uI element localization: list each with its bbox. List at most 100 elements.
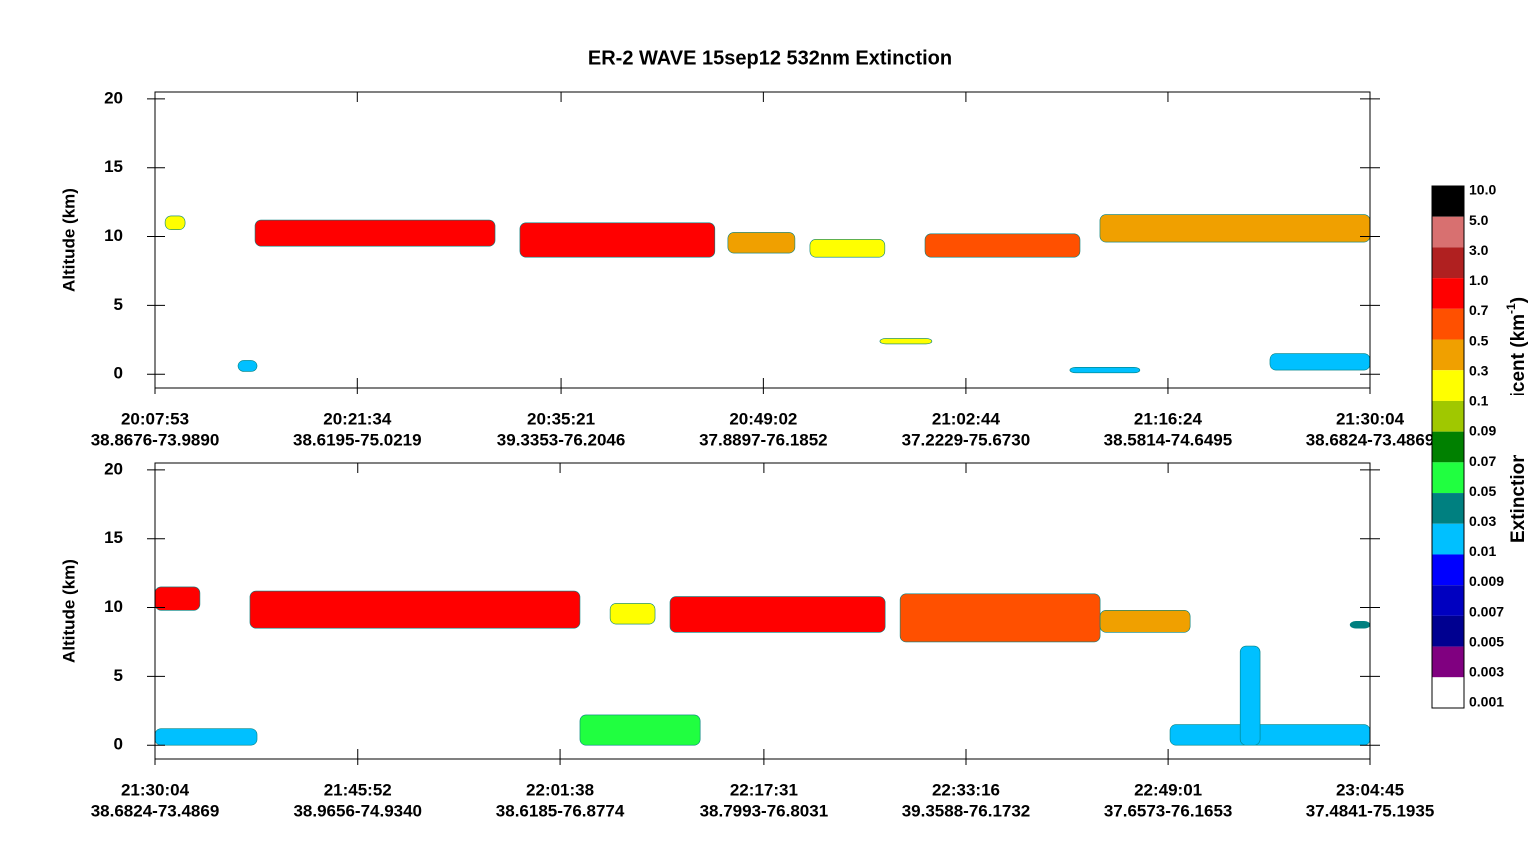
colorbar-tick-label: 0.7: [1469, 302, 1489, 318]
y-tick-label: 0: [114, 364, 123, 383]
colorbar-box: [1432, 278, 1464, 309]
colorbar-box: [1432, 431, 1464, 463]
extinction-layer: [924, 233, 1081, 258]
x-tick-label: 22:01:38: [526, 780, 594, 799]
x-tick-label: 20:49:02: [729, 409, 797, 428]
x-tick-sublabel: 38.9656-74.9340: [293, 801, 422, 820]
colorbar-box: [1432, 554, 1464, 586]
extinction-layer: [1269, 353, 1371, 371]
extinction-layer: [519, 222, 716, 258]
colorbar-tick-label: 0.07: [1469, 453, 1496, 469]
colorbar-tick-label: 0.01: [1469, 543, 1496, 559]
x-tick-label: 22:33:16: [932, 780, 1000, 799]
x-tick-sublabel: 38.6195-75.0219: [293, 430, 422, 449]
colorbar-tick-label: 0.001: [1469, 694, 1504, 710]
colorbar-tick-label: 0.1: [1469, 393, 1489, 409]
extinction-layer: [609, 603, 656, 625]
plot-frame: [154, 462, 1371, 760]
extinction-layer: [1169, 724, 1371, 746]
colorbar-frame: [1431, 185, 1465, 709]
y-tick-label: 20: [104, 459, 123, 478]
extinction-layer: [809, 239, 886, 258]
colorbar-tick-label: 0.003: [1469, 664, 1504, 680]
x-tick-sublabel: 38.5814-74.6495: [1104, 430, 1233, 449]
colorbar-label-sup: -1: [1504, 303, 1518, 314]
colorbar-box: [1432, 370, 1464, 401]
extinction-layer: [727, 232, 796, 254]
y-axis-label: Altitude (km): [59, 559, 78, 663]
colorbar-tick-label: 0.009: [1469, 573, 1504, 589]
extinction-layer: [1239, 645, 1261, 746]
x-tick-label: 22:17:31: [730, 780, 798, 799]
colorbar-tick-label: 0.005: [1469, 633, 1504, 649]
colorbar-box: [1432, 308, 1464, 340]
x-tick-label: 20:07:53: [121, 409, 189, 428]
colorbar-tick-label: 0.05: [1469, 483, 1496, 499]
extinction-layer: [164, 215, 186, 230]
x-tick-sublabel: 39.3353-76.2046: [497, 430, 626, 449]
colorbar-box: [1432, 493, 1464, 524]
colorbar-box: [1432, 400, 1464, 432]
x-tick-label: 23:04:45: [1336, 780, 1404, 799]
extinction-layer: [1069, 367, 1141, 374]
colorbar-tick-label: 0.09: [1469, 423, 1496, 439]
colorbar-box: [1432, 216, 1464, 248]
x-tick-sublabel: 37.8897-76.1852: [699, 430, 828, 449]
colorbar-box: [1432, 677, 1464, 708]
x-tick-sublabel: 39.3588-76.1732: [902, 801, 1031, 820]
colorbar-tick-label: 0.03: [1469, 513, 1496, 529]
colorbar-box: [1432, 646, 1464, 678]
y-tick-label: 0: [114, 735, 123, 754]
y-tick-label: 10: [104, 597, 123, 616]
x-tick-label: 20:35:21: [527, 409, 595, 428]
y-tick-label: 15: [104, 157, 123, 176]
x-tick-sublabel: 38.6185-76.8774: [496, 801, 625, 820]
y-tick-label: 15: [104, 528, 123, 547]
extinction-layer: [1099, 214, 1371, 243]
x-tick-label: 21:45:52: [324, 780, 392, 799]
extinction-layer: [1099, 610, 1191, 633]
extinction-layer: [899, 593, 1101, 643]
extinction-layer: [154, 586, 201, 611]
extinction-layer: [254, 219, 496, 247]
colorbar-box: [1432, 186, 1464, 217]
extinction-layer: [879, 338, 933, 345]
x-tick-label: 21:30:04: [121, 780, 190, 799]
extinction-layer: [669, 596, 886, 633]
colorbar-tick-label: 0.3: [1469, 362, 1489, 378]
y-tick-label: 5: [114, 295, 123, 314]
colorbar-box: [1432, 339, 1464, 371]
colorbar-box: [1432, 585, 1464, 616]
x-tick-sublabel: 38.7993-76.8031: [700, 801, 829, 820]
extinction-layer: [579, 714, 701, 746]
colorbar-tick-label: 0.007: [1469, 603, 1504, 619]
x-tick-sublabel: 38.6824-73.4869: [1306, 430, 1435, 449]
colorbar-tick-label: 5.0: [1469, 212, 1489, 228]
x-tick-sublabel: 37.2229-75.6730: [902, 430, 1031, 449]
colorbar-box: [1432, 523, 1464, 555]
x-tick-sublabel: 37.4841-75.1935: [1306, 801, 1435, 820]
y-tick-label: 5: [114, 666, 123, 685]
x-tick-sublabel: 37.6573-76.1653: [1104, 801, 1233, 820]
colorbar-box: [1432, 247, 1464, 279]
colorbar-tick-label: 10.0: [1469, 182, 1496, 198]
x-tick-label: 20:21:34: [323, 409, 392, 428]
x-tick-label: 21:02:44: [932, 409, 1001, 428]
colorbar-tick-label: 0.5: [1469, 332, 1489, 348]
colorbar-box: [1432, 462, 1464, 494]
extinction-layer: [1349, 621, 1371, 629]
x-tick-sublabel: 38.8676-73.9890: [91, 430, 220, 449]
plot-frame: [154, 91, 1371, 389]
colorbar-tick-label: 1.0: [1469, 272, 1489, 288]
y-axis-label: Altitude (km): [59, 188, 78, 292]
x-tick-label: 21:16:24: [1134, 409, 1203, 428]
y-tick-label: 20: [104, 88, 123, 107]
extinction-layer: [249, 590, 581, 629]
x-tick-label: 22:49:01: [1134, 780, 1202, 799]
extinction-layer: [154, 728, 258, 746]
colorbar-tick-label: 3.0: [1469, 242, 1489, 258]
colorbar-label-end: ): [1508, 297, 1529, 303]
y-tick-label: 10: [104, 226, 123, 245]
colorbar-box: [1432, 615, 1464, 647]
